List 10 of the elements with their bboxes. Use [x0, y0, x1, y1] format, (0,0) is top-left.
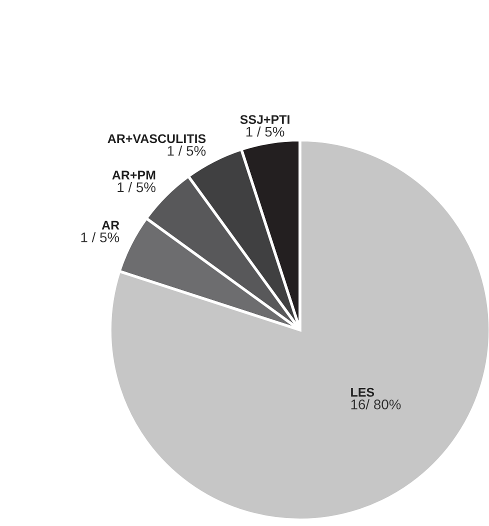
data-label: 1 / 5% — [81, 232, 120, 242]
data-label: 1 / 5% — [168, 146, 206, 156]
data-label: 1 / 5% — [246, 126, 284, 137]
slice-label: SSJ+PTI — [240, 115, 290, 124]
slice-label: LES — [351, 388, 374, 397]
slice-label: AR+VASCULITIS — [108, 134, 206, 144]
data-label: 1 / 5% — [118, 182, 156, 192]
data-label: 16/ 80% — [351, 399, 401, 410]
slice-label: AR — [102, 220, 120, 230]
slice-label: AR+PM — [112, 170, 156, 180]
